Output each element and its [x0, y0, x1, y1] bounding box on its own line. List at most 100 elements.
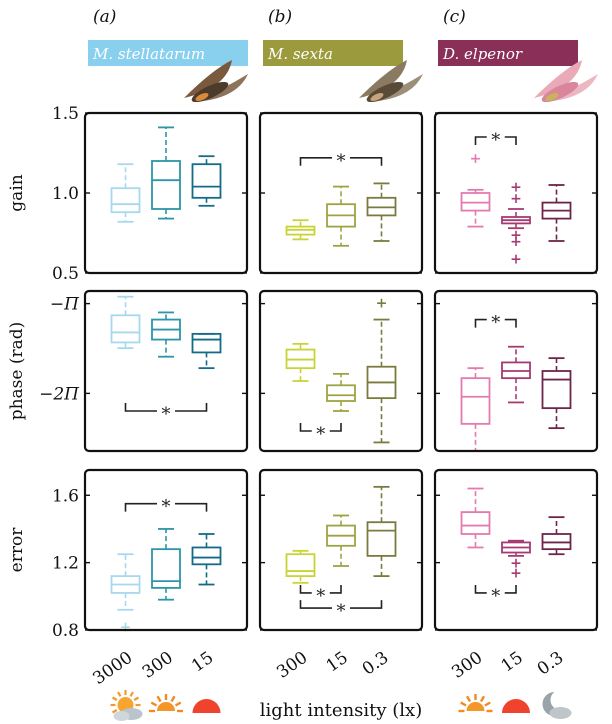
x-tick-label: 3000: [89, 648, 136, 689]
box-15: [191, 155, 222, 207]
box-15: ++: [501, 539, 531, 582]
outlier-point: +: [120, 620, 132, 636]
box-iqr: [110, 187, 141, 214]
panel-c-phase: *: [433, 289, 599, 453]
outlier-point: +: [470, 151, 482, 167]
box-15: [191, 332, 222, 370]
significance-marker: *: [337, 151, 346, 172]
sunrise-icon: [149, 694, 183, 713]
panel-frame: [258, 289, 424, 453]
row-label: gain: [7, 174, 27, 211]
column-header-2: (b) M. sexta: [263, 7, 423, 103]
panel-letter: (c): [443, 7, 466, 27]
y-tick-label: 0.8: [52, 621, 79, 641]
moth-icon: [359, 60, 423, 103]
significance-marker: *: [162, 497, 171, 518]
box-300: [151, 528, 181, 601]
box-15: [501, 345, 531, 404]
box-iqr: [151, 548, 181, 589]
significance-bracket: *: [474, 130, 517, 151]
panel-c-error: ++*: [433, 468, 599, 632]
x-tick-label: 15: [188, 648, 217, 677]
x-tick-label: 0.3: [359, 648, 393, 680]
species-tag: [88, 40, 248, 66]
sunset-icon: [192, 699, 221, 713]
panel-frame: [83, 289, 249, 453]
box-300: [151, 126, 181, 220]
significance-bracket: *: [124, 497, 208, 518]
box-iqr: [541, 370, 572, 410]
box-iqr: [191, 163, 222, 199]
significance-bracket: *: [474, 313, 517, 334]
x-tick-label: 300: [448, 648, 486, 683]
moth-icon: [534, 60, 598, 103]
panel-frame: [258, 468, 424, 632]
panel-b-phase: +*: [258, 289, 424, 453]
species-name: D. elpenor: [442, 45, 523, 63]
box-300: [460, 367, 491, 452]
box-3000: [110, 163, 141, 223]
significance-bracket: *: [474, 584, 517, 607]
significance-bracket: *: [124, 403, 208, 425]
y-tick-label: 1.6: [52, 486, 79, 506]
species-name: M. stellatarum: [92, 45, 205, 63]
outlier-point: +: [510, 180, 522, 196]
significance-marker: *: [491, 130, 500, 151]
box-iqr: [191, 332, 222, 354]
y-tick-label: −Π: [50, 295, 80, 315]
outlier-point: +: [510, 556, 522, 572]
box-iqr: [110, 314, 141, 344]
row-label: phase (rad): [7, 322, 27, 421]
outlier-point: +: [510, 252, 522, 268]
panel-a-phase: * −Π −2Π: [39, 289, 249, 453]
box-0.3: [366, 182, 397, 242]
significance-marker: *: [316, 586, 325, 607]
y-tick-label: 1.2: [52, 554, 79, 574]
species-tag: [263, 40, 403, 66]
panel-b-error: **: [258, 468, 424, 632]
box-iqr: [366, 521, 397, 557]
box-iqr: [191, 546, 222, 566]
box-iqr: [151, 160, 181, 210]
sunrise-icon: [458, 694, 493, 713]
panel-frame: [433, 289, 599, 453]
column-header-3: (c) D. elpenor: [438, 7, 598, 103]
panel-letter: (a): [93, 7, 116, 27]
y-tick-label: −2Π: [39, 384, 80, 404]
y-tick-label: 1.0: [52, 184, 79, 204]
box-iqr: [285, 553, 316, 578]
panel-letter: (b): [268, 7, 292, 27]
significance-bracket: *: [299, 423, 342, 445]
moon-cloud-icon: [542, 690, 572, 719]
box-15: [191, 533, 222, 586]
box-0.3: +: [366, 295, 397, 444]
outlier-point: +: [510, 234, 522, 250]
x-tick-label: 300: [139, 648, 177, 683]
box-3000: +: [110, 553, 141, 636]
significance-bracket: *: [299, 584, 342, 607]
x-tick-label: 15: [498, 648, 527, 677]
species-name: M. sexta: [267, 45, 333, 63]
box-0.3: [366, 485, 397, 578]
box-300: +: [460, 151, 491, 228]
x-axis-label: light intensity (lx): [260, 700, 422, 721]
y-tick-label: 0.5: [52, 264, 79, 284]
box-0.3: [541, 357, 572, 430]
significance-marker: *: [162, 404, 171, 425]
x-tick-label: 0.3: [534, 648, 568, 680]
significance-marker: *: [491, 586, 500, 607]
box-300: [285, 219, 316, 241]
outlier-point: +: [510, 228, 522, 244]
significance-bracket: *: [299, 151, 383, 172]
species-tag: [438, 40, 578, 66]
box-15: [326, 372, 356, 412]
panel-a-error: + * 0.8 1.2 1.6: [52, 468, 249, 641]
panel-frame: [83, 468, 249, 632]
box-0.3: [541, 184, 572, 242]
panel-frame: [433, 468, 599, 632]
box-3000: [110, 295, 141, 350]
box-15: +++++: [501, 180, 531, 268]
box-300: [151, 311, 181, 358]
outlier-point: +: [510, 191, 522, 207]
